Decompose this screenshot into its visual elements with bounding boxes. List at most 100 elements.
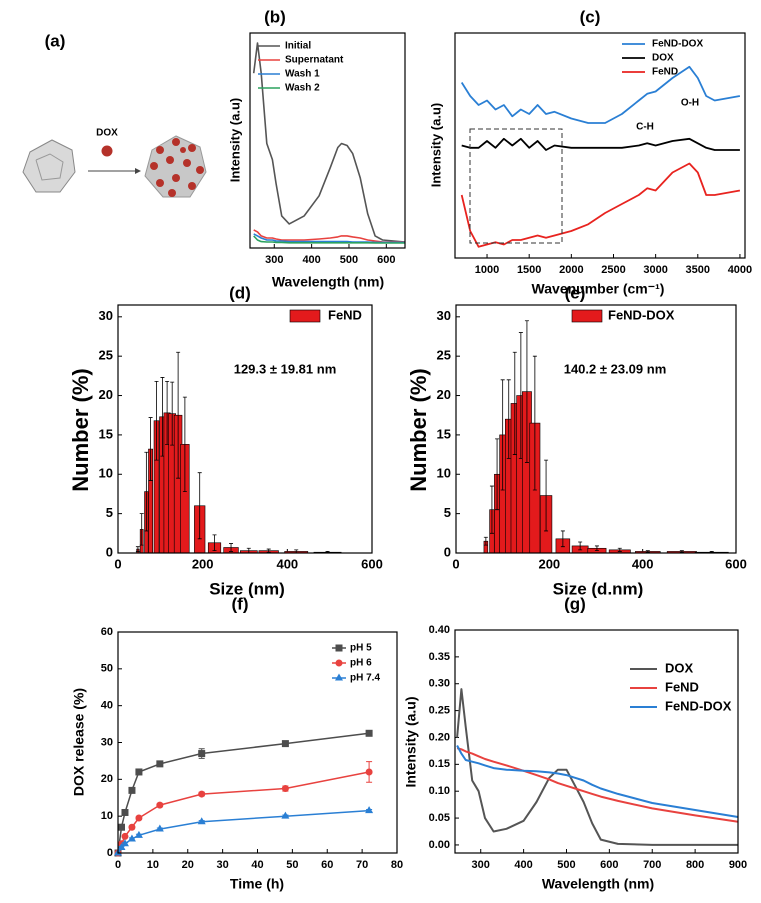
marker — [128, 786, 136, 794]
x-tick-label: 300 — [265, 254, 283, 266]
marker — [120, 839, 129, 847]
legend-label: Initial — [285, 41, 311, 52]
dox-label: DOX — [96, 128, 118, 139]
marker — [117, 823, 125, 831]
marker — [156, 760, 164, 768]
y-tick-label: 25 — [437, 348, 451, 363]
x-tick-label: 1500 — [517, 264, 541, 276]
y-tick-label: 0.20 — [429, 731, 450, 743]
panel-label: (e) — [565, 283, 586, 302]
error-bar — [170, 381, 175, 446]
x-tick-label: 700 — [643, 859, 661, 871]
legend-label: Wash 1 — [285, 69, 320, 80]
x-tick-label: 400 — [276, 556, 298, 571]
x-tick-label: 2000 — [559, 264, 583, 276]
x-axis-label: Wavenumber (cm⁻¹) — [532, 281, 665, 297]
panel-label: (d) — [229, 283, 251, 302]
x-tick-label: 60 — [321, 859, 333, 871]
arrow-head — [135, 168, 141, 174]
marker — [365, 729, 373, 737]
marker — [281, 740, 289, 748]
line — [460, 162, 741, 248]
legend-label: FeND — [328, 307, 362, 322]
x-axis-label: Wavelength (nm) — [272, 274, 384, 290]
y-tick-label: 25 — [99, 348, 113, 363]
line — [456, 688, 738, 846]
error-bar — [512, 351, 517, 455]
x-tick-label: 800 — [686, 859, 704, 871]
y-axis-label: DOX release (%) — [71, 688, 87, 796]
error-bar — [506, 379, 511, 459]
x-tick-label: 200 — [192, 556, 214, 571]
y-axis-label: Intensity (a.u) — [428, 103, 443, 188]
x-tick-label: 200 — [538, 556, 560, 571]
panel-label: (g) — [564, 594, 586, 613]
x-tick-label: 600 — [361, 556, 383, 571]
y-axis-label: Intensity (a.u) — [227, 98, 242, 183]
plot-frame — [454, 32, 746, 259]
legend-label: pH 6 — [350, 658, 372, 669]
x-tick-label: 2500 — [601, 264, 625, 276]
x-tick-label: 500 — [340, 254, 358, 266]
marker — [335, 673, 343, 681]
error-bar — [148, 417, 153, 481]
legend-label: DOX — [652, 53, 674, 64]
x-tick-label: 0 — [114, 556, 121, 571]
x-tick-label: 70 — [356, 859, 368, 871]
panel-label: (f) — [232, 594, 249, 613]
y-tick-label: 0.10 — [429, 785, 450, 797]
y-tick-label: 15 — [437, 426, 451, 441]
x-tick-label: 400 — [514, 859, 532, 871]
error-bar — [524, 320, 529, 463]
facet — [35, 153, 64, 181]
x-tick-label: 1000 — [475, 264, 499, 276]
x-tick-label: 600 — [600, 859, 618, 871]
marker — [156, 801, 164, 809]
marker — [281, 811, 290, 819]
x-tick-label: 300 — [472, 859, 490, 871]
legend-label: FeND-DOX — [665, 698, 732, 713]
error-bar — [135, 546, 140, 552]
x-axis-label: Size (nm) — [209, 579, 285, 598]
y-axis-label: Intensity (a.u) — [403, 696, 419, 787]
marker — [198, 750, 206, 758]
y-axis-label: Number (%) — [406, 368, 431, 491]
marker — [117, 842, 126, 850]
x-tick-label: 400 — [632, 556, 654, 571]
y-tick-label: 40 — [101, 700, 113, 712]
y-tick-label: 20 — [101, 773, 113, 785]
x-tick-label: 600 — [377, 254, 395, 266]
y-tick-label: 30 — [437, 308, 451, 323]
y-tick-label: 0 — [107, 847, 113, 859]
marker — [335, 659, 343, 667]
annotation: 129.3 ± 19.81 nm — [234, 361, 337, 376]
marker — [135, 814, 143, 822]
line — [461, 137, 740, 151]
legend-swatch — [571, 309, 603, 323]
marker — [197, 817, 206, 825]
x-tick-label: 30 — [217, 859, 229, 871]
marker — [121, 832, 129, 840]
panel-label: (c) — [580, 7, 601, 26]
error-bar — [594, 545, 599, 552]
y-axis-label: Number (%) — [68, 368, 93, 491]
y-tick-label: 30 — [101, 736, 113, 748]
marker — [335, 644, 343, 652]
line — [456, 745, 739, 818]
line — [253, 229, 405, 243]
error-bar — [532, 355, 537, 491]
nanodiamond — [22, 139, 76, 193]
y-tick-label: 60 — [101, 626, 113, 638]
error-bar — [544, 459, 549, 532]
error-bar — [154, 380, 159, 461]
plot-frame — [117, 631, 398, 854]
legend-swatch — [289, 309, 321, 323]
error-bar — [560, 530, 565, 548]
annotation: 140.2 ± 23.09 nm — [564, 361, 667, 376]
y-tick-label: 20 — [99, 387, 113, 402]
schematic: (a) DOX — [22, 31, 207, 198]
error-bar — [212, 534, 217, 552]
marker — [134, 830, 143, 838]
y-tick-label: 20 — [437, 387, 451, 402]
x-tick-label: 10 — [147, 859, 159, 871]
